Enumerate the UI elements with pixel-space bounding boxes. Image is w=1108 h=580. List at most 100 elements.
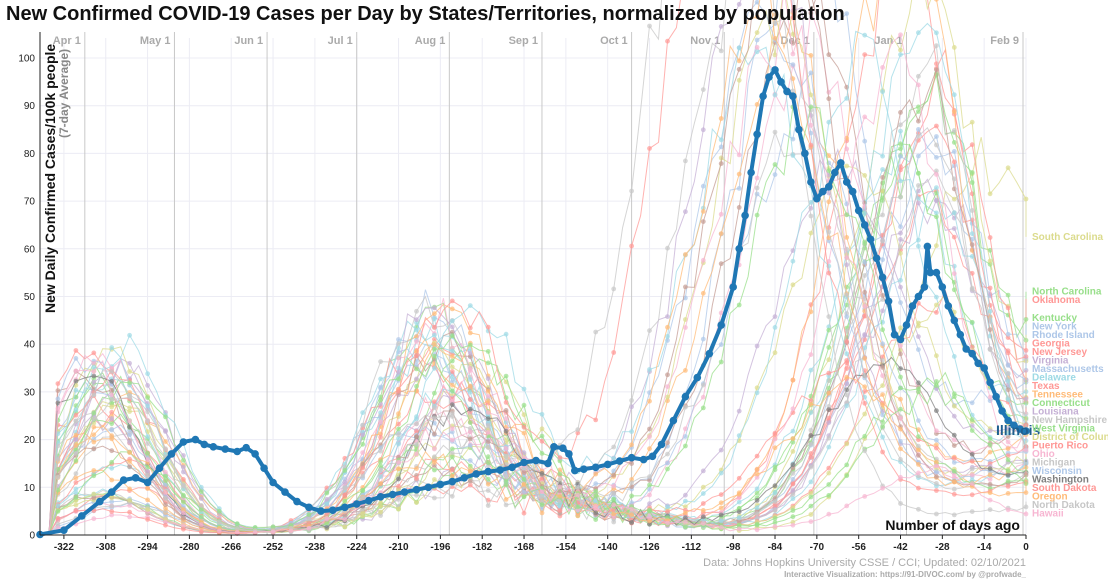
illinois-point[interactable] xyxy=(460,474,469,482)
illinois-point[interactable] xyxy=(944,302,953,310)
illinois-point[interactable] xyxy=(920,283,929,291)
illinois-point[interactable] xyxy=(801,149,809,158)
illinois-point[interactable] xyxy=(777,78,785,86)
illinois-point[interactable] xyxy=(436,480,445,489)
illinois-point[interactable] xyxy=(819,187,827,196)
illinois-point[interactable] xyxy=(580,465,588,474)
illinois-point[interactable] xyxy=(472,470,481,478)
illinois-point[interactable] xyxy=(705,349,714,358)
illinois-point[interactable] xyxy=(669,416,678,425)
illinois-point[interactable] xyxy=(854,206,863,215)
illinois-point[interactable] xyxy=(657,440,666,449)
illinois-point[interactable] xyxy=(956,330,965,339)
illinois-point[interactable] xyxy=(251,450,259,458)
illinois-point[interactable] xyxy=(341,503,349,512)
illinois-point[interactable] xyxy=(831,168,839,177)
illinois-point[interactable] xyxy=(508,463,516,472)
illinois-point[interactable] xyxy=(364,496,373,505)
illinois-point[interactable] xyxy=(1010,421,1018,430)
illinois-point[interactable] xyxy=(179,438,188,446)
illinois-point[interactable] xyxy=(155,464,164,473)
illinois-point[interactable] xyxy=(559,444,567,453)
illinois-point[interactable] xyxy=(305,503,313,512)
illinois-point[interactable] xyxy=(352,500,361,508)
illinois-point[interactable] xyxy=(735,245,743,253)
illinois-point[interactable] xyxy=(412,485,421,494)
illinois-point[interactable] xyxy=(317,507,325,515)
illinois-point[interactable] xyxy=(902,321,911,329)
illinois-point[interactable] xyxy=(923,242,932,251)
illinois-point[interactable] xyxy=(938,283,947,291)
illinois-point[interactable] xyxy=(571,466,579,475)
illinois-point[interactable] xyxy=(60,526,68,534)
illinois-point[interactable] xyxy=(813,194,821,203)
illinois-point[interactable] xyxy=(388,490,397,499)
highlight-series[interactable]: Illinois xyxy=(36,66,1041,539)
illinois-point[interactable] xyxy=(424,483,433,492)
illinois-point[interactable] xyxy=(376,493,385,501)
illinois-point[interactable] xyxy=(648,452,657,461)
illinois-point[interactable] xyxy=(783,87,791,96)
illinois-point[interactable] xyxy=(191,435,200,444)
illinois-point[interactable] xyxy=(753,130,761,139)
illinois-point[interactable] xyxy=(974,359,982,368)
illinois-point[interactable] xyxy=(107,488,116,496)
illinois-point[interactable] xyxy=(627,453,636,462)
illinois-point[interactable] xyxy=(771,66,779,74)
illinois-point[interactable] xyxy=(908,302,917,310)
illinois-point[interactable] xyxy=(119,476,128,484)
illinois-point[interactable] xyxy=(747,168,755,177)
illinois-point[interactable] xyxy=(884,297,893,306)
illinois-point[interactable] xyxy=(860,221,869,229)
illinois-point[interactable] xyxy=(78,512,86,520)
illinois-point[interactable] xyxy=(681,392,690,401)
illinois-point[interactable] xyxy=(878,273,887,282)
illinois-point[interactable] xyxy=(233,447,241,456)
illinois-point[interactable] xyxy=(986,378,994,387)
illinois-point[interactable] xyxy=(639,455,648,464)
illinois-point[interactable] xyxy=(484,467,493,476)
illinois-point[interactable] xyxy=(143,478,152,487)
illinois-point[interactable] xyxy=(448,477,457,486)
illinois-point[interactable] xyxy=(603,460,612,469)
illinois-point[interactable] xyxy=(890,330,899,339)
illinois-point[interactable] xyxy=(914,292,923,301)
illinois-point[interactable] xyxy=(200,440,209,449)
illinois-point[interactable] xyxy=(962,345,970,353)
illinois-point[interactable] xyxy=(926,268,935,277)
illinois-point[interactable] xyxy=(992,392,1000,401)
illinois-point[interactable] xyxy=(1004,416,1012,425)
illinois-point[interactable] xyxy=(848,187,857,196)
illinois-point[interactable] xyxy=(729,283,737,291)
illinois-point[interactable] xyxy=(329,506,337,514)
illinois-point[interactable] xyxy=(741,211,749,220)
viz-credit[interactable]: Interactive Visualization: https://91-DI… xyxy=(784,570,1026,579)
illinois-point[interactable] xyxy=(717,321,725,329)
illinois-point[interactable] xyxy=(167,450,176,458)
illinois-point[interactable] xyxy=(520,458,528,467)
illinois-point[interactable] xyxy=(131,474,140,482)
illinois-point[interactable] xyxy=(269,478,277,487)
illinois-point[interactable] xyxy=(980,364,988,372)
illinois-point[interactable] xyxy=(872,254,881,263)
illinois-point[interactable] xyxy=(825,183,833,191)
illinois-point[interactable] xyxy=(221,445,229,453)
illinois-point[interactable] xyxy=(789,92,797,100)
illinois-point[interactable] xyxy=(842,178,851,186)
illinois-point[interactable] xyxy=(759,92,767,100)
illinois-point[interactable] xyxy=(281,488,289,496)
illinois-point[interactable] xyxy=(400,488,409,496)
illinois-point[interactable] xyxy=(544,459,552,468)
illinois-point[interactable] xyxy=(968,349,976,358)
illinois-point[interactable] xyxy=(932,268,941,277)
illinois-point[interactable] xyxy=(1016,425,1024,433)
illinois-point[interactable] xyxy=(765,73,773,81)
illinois-point[interactable] xyxy=(242,443,250,452)
illinois-point[interactable] xyxy=(807,178,815,186)
illinois-point[interactable] xyxy=(837,159,845,167)
illinois-point[interactable] xyxy=(550,443,558,451)
illinois-point[interactable] xyxy=(1022,427,1030,435)
illinois-point[interactable] xyxy=(795,125,803,134)
illinois-point[interactable] xyxy=(998,407,1006,415)
illinois-point[interactable] xyxy=(866,235,875,244)
